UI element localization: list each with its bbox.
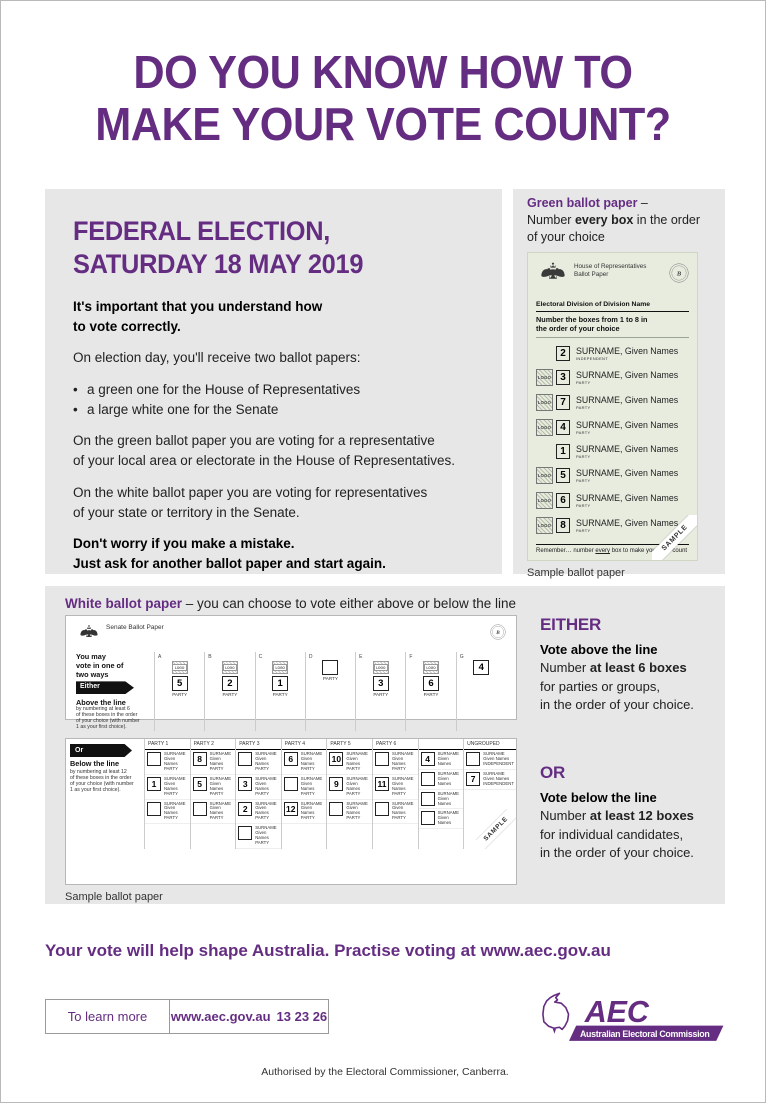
svg-text:B: B — [676, 271, 682, 278]
svg-text:Australian Electoral Commissio: Australian Electoral Commission — [580, 1029, 710, 1039]
svg-text:B: B — [495, 630, 500, 636]
svg-text:AEC: AEC — [584, 995, 650, 1029]
